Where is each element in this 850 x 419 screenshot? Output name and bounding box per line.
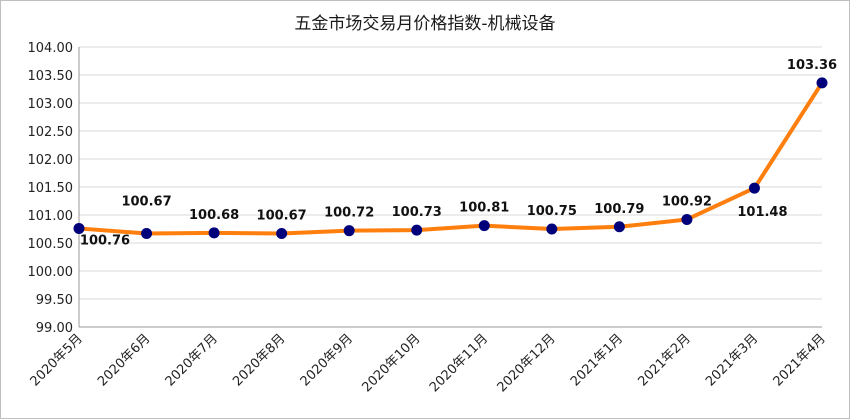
y-tick-label: 100.00 xyxy=(28,265,74,280)
x-tick-label: 2020年9月 xyxy=(298,331,356,389)
y-tick-label: 101.00 xyxy=(28,209,74,224)
x-tick-label: 2020年11月 xyxy=(427,331,491,395)
series-line xyxy=(77,80,824,236)
y-tick-label: 103.00 xyxy=(28,97,74,112)
x-tick-label: 2020年10月 xyxy=(359,331,423,395)
x-tick-label: 2021年1月 xyxy=(568,331,626,389)
y-tick-label: 102.50 xyxy=(28,125,74,140)
data-point xyxy=(208,227,220,239)
data-label: 100.79 xyxy=(594,202,644,217)
chart-title: 五金市场交易月价格指数-机械设备 xyxy=(294,14,555,34)
y-tick-label: 99.50 xyxy=(36,293,73,308)
y-axis-tick-labels: 99.00 99.50 100.00 100.50 101.00 101.50 102.00… xyxy=(28,41,74,336)
data-point xyxy=(73,222,85,234)
data-label: 100.67 xyxy=(121,194,171,209)
y-tick-label: 100.50 xyxy=(28,237,74,252)
data-point xyxy=(748,182,760,194)
axes xyxy=(78,47,822,328)
x-tick-label: 2020年7月 xyxy=(163,331,221,389)
data-label: 100.72 xyxy=(324,206,374,221)
data-labels: 100.76 100.67 100.68 100.67 100.72 100.73 100.… xyxy=(80,58,837,249)
x-tick-label: 2021年2月 xyxy=(636,331,694,389)
data-label: 100.67 xyxy=(257,208,307,223)
data-label: 101.48 xyxy=(737,205,787,220)
data-point xyxy=(276,227,288,239)
data-label: 100.92 xyxy=(662,194,712,209)
series-line-group xyxy=(77,80,824,236)
series-markers xyxy=(73,77,828,239)
data-point xyxy=(343,225,355,237)
data-point xyxy=(681,213,693,225)
data-label: 100.81 xyxy=(459,201,509,216)
data-point xyxy=(411,224,423,236)
gridlines xyxy=(79,46,822,300)
data-label: 103.36 xyxy=(787,58,837,73)
y-tick-label: 99.00 xyxy=(36,321,73,336)
data-point xyxy=(478,220,490,232)
y-tick-label: 101.50 xyxy=(28,181,74,196)
data-point xyxy=(141,227,153,239)
data-point xyxy=(613,221,625,233)
x-tick-label: 2020年12月 xyxy=(495,331,559,395)
y-tick-label: 103.50 xyxy=(28,69,74,84)
x-tick-label: 2020年5月 xyxy=(28,331,86,389)
x-tick-label: 2020年8月 xyxy=(230,331,288,389)
y-tick-label: 104.00 xyxy=(28,41,74,56)
x-axis-tick-labels: 2020年5月 2020年6月 2020年7月 2020年8月 2020年9月 2020年… xyxy=(28,331,829,395)
data-point xyxy=(816,77,828,89)
x-tick-label: 2020年6月 xyxy=(95,331,153,389)
data-label: 100.75 xyxy=(527,204,577,219)
data-label: 100.68 xyxy=(189,208,239,223)
data-point xyxy=(546,223,558,235)
x-tick-label: 2021年4月 xyxy=(771,331,829,389)
data-label: 100.73 xyxy=(392,205,442,220)
y-tick-label: 102.00 xyxy=(28,153,74,168)
data-label: 100.76 xyxy=(80,233,130,248)
x-tick-label: 2021年3月 xyxy=(703,331,761,389)
